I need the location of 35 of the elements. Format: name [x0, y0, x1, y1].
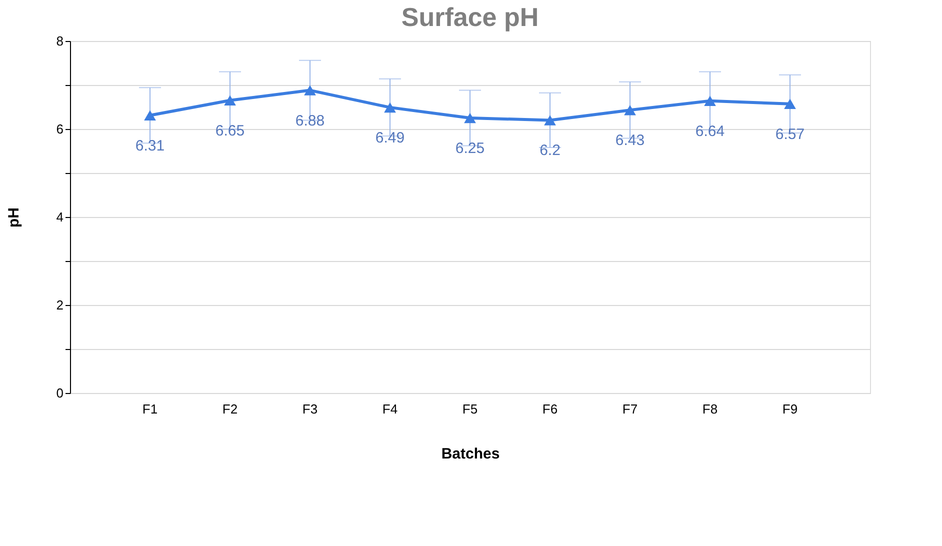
x-tick-label: F7	[622, 402, 638, 416]
point	[464, 112, 476, 124]
y-tick-label: 2	[56, 298, 64, 312]
x-tick-label: F1	[142, 402, 158, 416]
x-tick-label: F6	[542, 402, 558, 416]
point	[224, 95, 236, 106]
point	[704, 96, 716, 106]
data-label: 6.2	[540, 142, 560, 160]
point	[384, 102, 396, 113]
x-tick-label: F8	[702, 402, 718, 416]
data-label: 6.49	[375, 129, 405, 146]
data-label: 6.65	[215, 122, 245, 140]
point	[304, 85, 316, 96]
x-tick-label: F9	[782, 402, 798, 416]
y-tick-label: 6	[56, 122, 64, 136]
chart-title: Surface pH	[401, 2, 539, 32]
point	[784, 98, 796, 110]
data-label: 6.57	[775, 126, 805, 143]
x-tick-label: F3	[302, 402, 318, 416]
data-label: 6.64	[695, 122, 725, 140]
y-tick-label: 8	[56, 34, 64, 48]
point	[624, 104, 636, 116]
x-tick-label: F5	[462, 402, 478, 416]
point	[144, 110, 156, 120]
data-label: 6.88	[295, 112, 325, 130]
x-tick-label: F2	[222, 402, 238, 416]
y-tick-label: 0	[56, 386, 64, 400]
point	[544, 115, 556, 126]
data-label: 6.43	[615, 132, 645, 150]
data-label: 6.31	[135, 137, 165, 154]
data-label: 6.25	[455, 140, 485, 157]
y-axis-title: pH	[5, 208, 22, 228]
x-tick-label: F4	[382, 402, 398, 416]
x-axis-title: Batches	[441, 446, 500, 462]
y-tick-label: 4	[56, 210, 64, 224]
